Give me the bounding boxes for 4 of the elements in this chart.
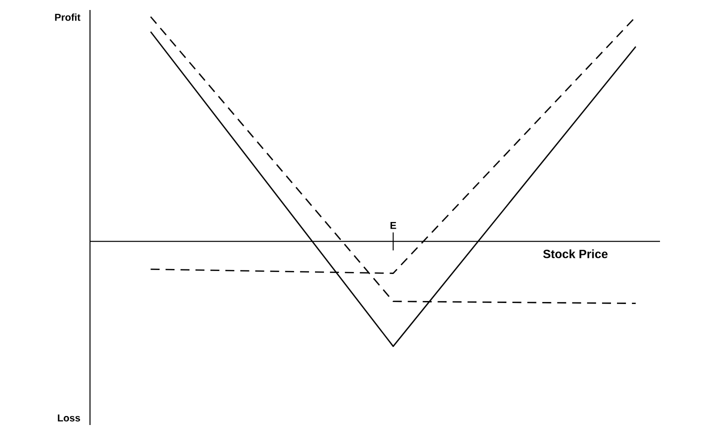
annotation: E — [390, 222, 396, 229]
x-axis-title: Stock Price — [543, 249, 608, 258]
text: Loss — [58, 414, 80, 422]
text: Profit — [55, 14, 80, 21]
